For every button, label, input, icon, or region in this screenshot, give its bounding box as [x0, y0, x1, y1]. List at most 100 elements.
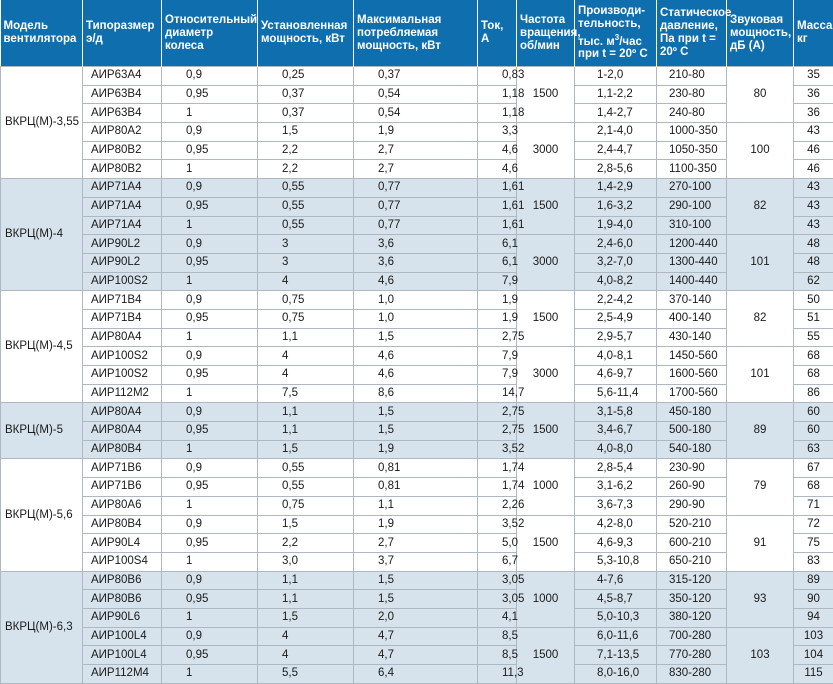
max-power-cell: 3,6 [354, 235, 478, 254]
sound-cell: 100 [727, 123, 794, 179]
max-power-cell: 3,7 [354, 552, 478, 571]
max-power-cell: 4,6 [354, 347, 478, 366]
pressure-cell: 520-210 [657, 515, 727, 534]
pressure-cell: 1100-350 [657, 160, 727, 179]
max-power-cell: 1,5 [354, 590, 478, 609]
motor-size-cell: АИР100S2 [83, 347, 162, 366]
pressure-cell: 230-80 [657, 85, 727, 104]
motor-size-cell: АИР90L2 [83, 235, 162, 254]
wheel-diameter-cell: 0,95 [162, 366, 258, 385]
motor-size-cell: АИР80А6 [83, 496, 162, 515]
productivity-cell: 3,4-6,7 [575, 422, 657, 441]
speed-cell: 1500 [517, 627, 575, 683]
pressure-cell: 1050-350 [657, 141, 727, 160]
mass-cell: 36 [794, 104, 833, 123]
wheel-diameter-cell: 1 [162, 272, 258, 291]
wheel-diameter-cell: 1 [162, 496, 258, 515]
max-power-cell: 1,5 [354, 571, 478, 590]
installed-power-cell: 2,2 [258, 141, 354, 160]
max-power-cell: 1,0 [354, 291, 478, 310]
pressure-cell: 315-120 [657, 571, 727, 590]
productivity-cell: 2,4-4,7 [575, 141, 657, 160]
installed-power-cell: 0,55 [258, 478, 354, 497]
pressure-cell: 350-120 [657, 590, 727, 609]
productivity-cell: 4,6-9,7 [575, 366, 657, 385]
pressure-cell: 400-140 [657, 309, 727, 328]
max-power-cell: 6,4 [354, 665, 478, 684]
pressure-cell: 1000-350 [657, 123, 727, 142]
pressure-cell: 1200-440 [657, 235, 727, 254]
productivity-cell: 1,6-3,2 [575, 197, 657, 216]
installed-power-cell: 0,75 [258, 309, 354, 328]
installed-power-cell: 0,37 [258, 85, 354, 104]
current-cell: 6,1 [478, 253, 517, 272]
current-cell: 3,3 [478, 123, 517, 142]
pressure-cell: 230-90 [657, 459, 727, 478]
max-power-cell: 1,9 [354, 515, 478, 534]
motor-size-cell: АИР80В4 [83, 440, 162, 459]
pressure-cell: 240-80 [657, 104, 727, 123]
max-power-cell: 3,6 [354, 253, 478, 272]
header-power: Установленная мощность, кВт [258, 0, 354, 67]
productivity-cell: 1,1-2,2 [575, 85, 657, 104]
pressure-cell: 770-280 [657, 646, 727, 665]
mass-cell: 83 [794, 552, 833, 571]
current-cell: 5,0 [478, 534, 517, 553]
mass-cell: 86 [794, 384, 833, 403]
wheel-diameter-cell: 1 [162, 216, 258, 235]
model-cell: ВКРЦ(М)-4,5 [1, 291, 83, 403]
pressure-cell: 260-90 [657, 478, 727, 497]
wheel-diameter-cell: 0,9 [162, 291, 258, 310]
productivity-cell: 4,0-8,0 [575, 440, 657, 459]
pressure-cell: 290-100 [657, 197, 727, 216]
current-cell: 2,75 [478, 422, 517, 441]
installed-power-cell: 0,55 [258, 216, 354, 235]
current-cell: 3,52 [478, 515, 517, 534]
current-cell: 3,52 [478, 440, 517, 459]
max-power-cell: 1,9 [354, 440, 478, 459]
speed-cell: 1000 [517, 571, 575, 627]
pressure-cell: 310-100 [657, 216, 727, 235]
productivity-cell: 4,5-8,7 [575, 590, 657, 609]
header-productivity: Производи-тельность, тыс. м3/час при t =… [575, 0, 657, 67]
installed-power-cell: 4 [258, 627, 354, 646]
installed-power-cell: 1,1 [258, 422, 354, 441]
motor-size-cell: АИР100L4 [83, 646, 162, 665]
model-cell: ВКРЦ(М)-5,6 [1, 459, 83, 571]
current-cell: 1,9 [478, 291, 517, 310]
productivity-cell: 5,0-10,3 [575, 608, 657, 627]
productivity-cell: 8,0-16,0 [575, 665, 657, 684]
wheel-diameter-cell: 0,9 [162, 571, 258, 590]
mass-cell: 46 [794, 160, 833, 179]
model-cell: ВКРЦ(М)-3,55 [1, 67, 83, 179]
motor-size-cell: АИР100S2 [83, 366, 162, 385]
header-wheel: Относительный диаметр колеса [162, 0, 258, 67]
installed-power-cell: 4 [258, 646, 354, 665]
motor-size-cell: АИР71А4 [83, 179, 162, 198]
wheel-diameter-cell: 0,9 [162, 403, 258, 422]
model-cell: ВКРЦ(М)-5 [1, 403, 83, 459]
productivity-cell: 2,5-4,9 [575, 309, 657, 328]
mass-cell: 51 [794, 309, 833, 328]
sound-cell: 91 [727, 515, 794, 571]
installed-power-cell: 2,2 [258, 534, 354, 553]
current-cell: 8,5 [478, 627, 517, 646]
max-power-cell: 0,77 [354, 179, 478, 198]
wheel-diameter-cell: 1 [162, 160, 258, 179]
pressure-cell: 290-90 [657, 496, 727, 515]
pressure-cell: 370-140 [657, 291, 727, 310]
max-power-cell: 0,37 [354, 67, 478, 86]
pressure-cell: 210-80 [657, 67, 727, 86]
current-cell: 1,18 [478, 104, 517, 123]
pressure-cell: 600-210 [657, 534, 727, 553]
header-model: Модель вентилятора [1, 0, 83, 67]
installed-power-cell: 0,55 [258, 459, 354, 478]
mass-cell: 103 [794, 627, 833, 646]
